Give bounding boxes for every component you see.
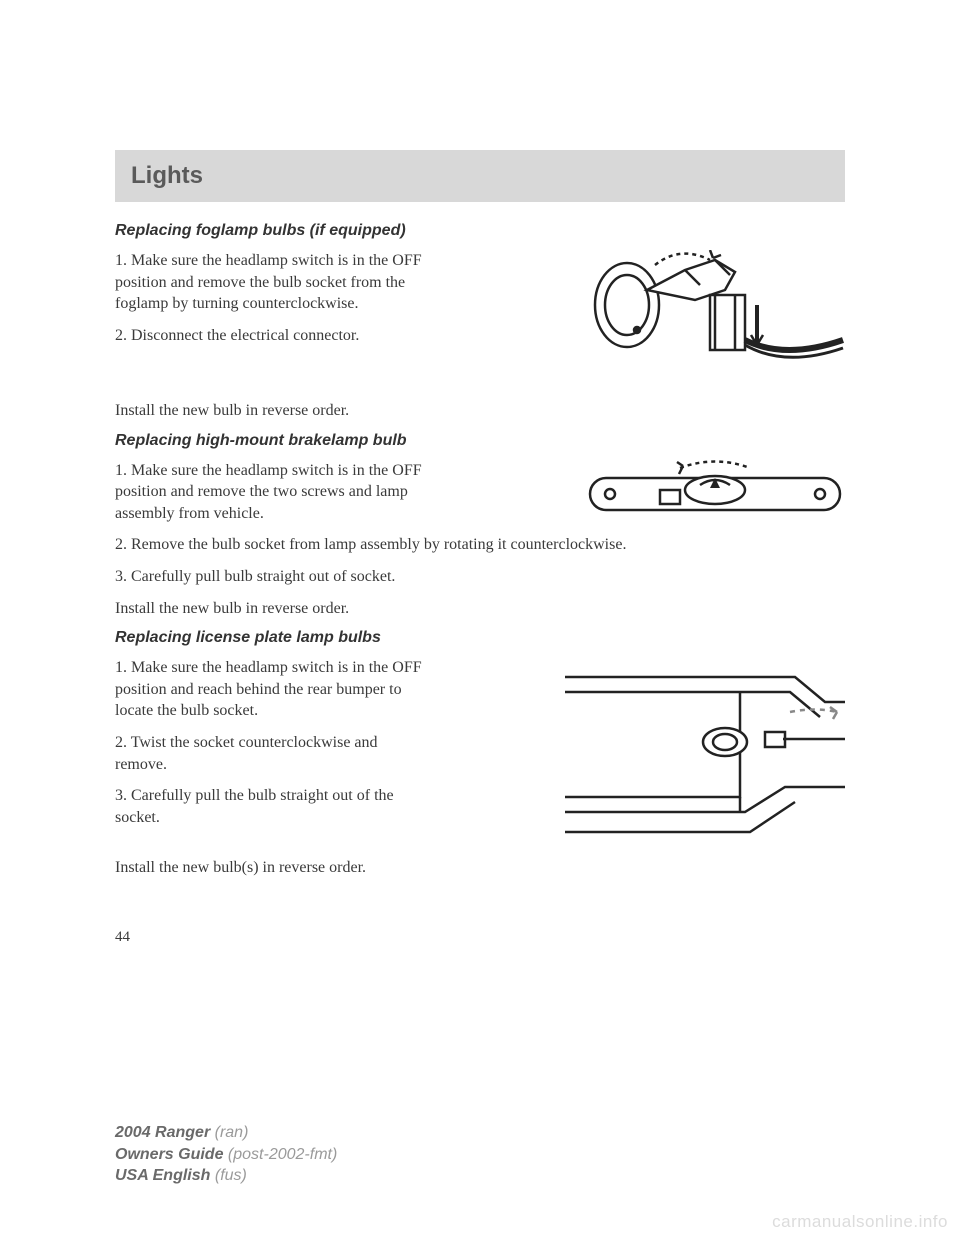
brakelamp-row: 1. Make sure the headlamp switch is in t…: [115, 460, 845, 535]
watermark: carmanualsonline.info: [772, 1212, 948, 1232]
footer-line-2: Owners Guide (post-2002-fmt): [115, 1144, 337, 1166]
foglamp-step-2: 2. Disconnect the electrical connector.: [115, 325, 425, 347]
license-step-2: 2. Twist the socket counterclockwise and…: [115, 732, 425, 775]
footer-line1-light: (ran): [215, 1124, 249, 1141]
brakelamp-after: Install the new bulb in reverse order.: [115, 598, 845, 620]
footer-line2-light: (post-2002-fmt): [228, 1146, 337, 1163]
footer-line2-bold: Owners Guide: [115, 1146, 223, 1163]
foglamp-svg: [585, 250, 845, 400]
license-text-col: 1. Make sure the headlamp switch is in t…: [115, 657, 545, 838]
license-step-1: 1. Make sure the headlamp switch is in t…: [115, 657, 425, 722]
license-heading: Replacing license plate lamp bulbs: [115, 629, 845, 647]
brakelamp-svg: [585, 460, 845, 520]
foglamp-step-1: 1. Make sure the headlamp switch is in t…: [115, 250, 425, 315]
page-number: 44: [115, 929, 845, 946]
page-content: Lights Replacing foglamp bulbs (if equip…: [0, 0, 960, 946]
foglamp-text-col: 1. Make sure the headlamp switch is in t…: [115, 250, 565, 356]
foglamp-row: 1. Make sure the headlamp switch is in t…: [115, 250, 845, 400]
license-svg: [565, 657, 845, 847]
footer-line-3: USA English (fus): [115, 1165, 337, 1187]
brakelamp-text-col: 1. Make sure the headlamp switch is in t…: [115, 460, 565, 535]
footer-line3-light: (fus): [215, 1167, 247, 1184]
brakelamp-heading: Replacing high-mount brakelamp bulb: [115, 432, 845, 450]
foglamp-heading: Replacing foglamp bulbs (if equipped): [115, 222, 845, 240]
license-row: 1. Make sure the headlamp switch is in t…: [115, 657, 845, 847]
footer-line1-bold: 2004 Ranger: [115, 1124, 210, 1141]
license-step-3: 3. Carefully pull the bulb straight out …: [115, 785, 425, 828]
license-illustration: [565, 657, 845, 847]
footer: 2004 Ranger (ran) Owners Guide (post-200…: [115, 1122, 337, 1187]
foglamp-after: Install the new bulb in reverse order.: [115, 400, 845, 422]
section-header-bar: Lights: [115, 150, 845, 202]
foglamp-illustration: [585, 250, 845, 400]
brakelamp-step-3: 3. Carefully pull bulb straight out of s…: [115, 566, 845, 588]
brakelamp-illustration: [585, 460, 845, 520]
brakelamp-step-2: 2. Remove the bulb socket from lamp asse…: [115, 534, 845, 556]
footer-line3-bold: USA English: [115, 1167, 210, 1184]
license-after: Install the new bulb(s) in reverse order…: [115, 857, 845, 879]
brakelamp-step-1: 1. Make sure the headlamp switch is in t…: [115, 460, 425, 525]
footer-line-1: 2004 Ranger (ran): [115, 1122, 337, 1144]
section-header-title: Lights: [131, 162, 829, 190]
